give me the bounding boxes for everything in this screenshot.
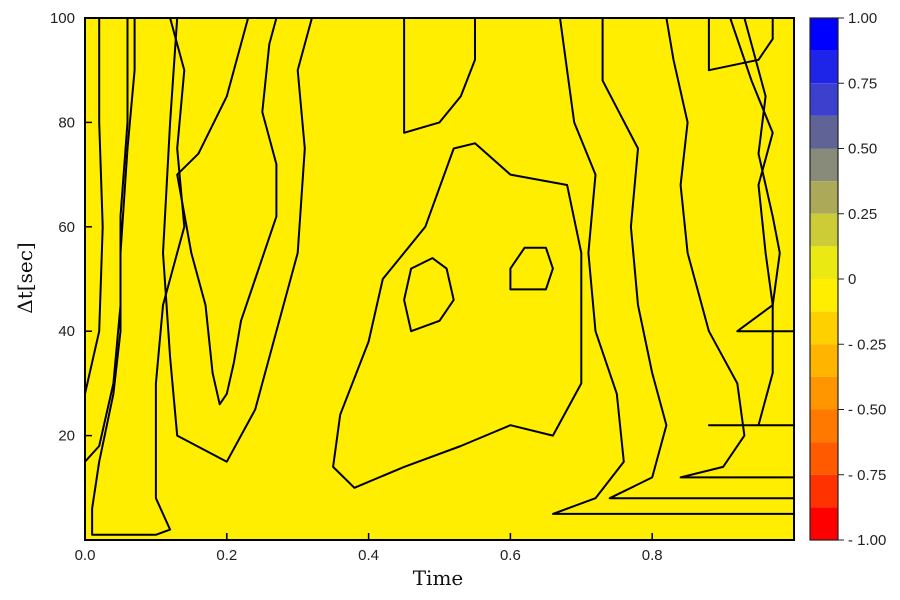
- contour-region-top-center-orange: [403, 18, 476, 134]
- colorbar-swatch-9: [810, 311, 838, 345]
- contour-region-center-left-light: [162, 18, 313, 463]
- y-tick-label: 100: [50, 10, 75, 27]
- colorbar-swatch-7: [810, 246, 838, 279]
- contour-region-right-band-deeper: [665, 18, 794, 479]
- contour-region-right-band-red: [707, 18, 794, 427]
- colorbar-tick-label: - 1.00: [848, 532, 886, 549]
- colorbar-tick-label: - 0.50: [848, 402, 886, 419]
- contour-region-left-band-orange: [85, 18, 129, 463]
- y-tick-label: 80: [58, 114, 75, 131]
- x-tick-label: 0.2: [216, 547, 237, 564]
- colorbar-swatch-14: [810, 474, 838, 508]
- contour-region-center-olive: [509, 246, 554, 291]
- colorbar-swatch-5: [810, 181, 838, 214]
- contour-region-center-light: [332, 142, 583, 489]
- y-axis-label: Δt[sec]: [13, 242, 37, 313]
- colorbar-swatch-13: [810, 442, 838, 475]
- plot-frame: [84, 17, 795, 541]
- colorbar-swatch-3: [810, 115, 838, 149]
- colorbar-swatch-8: [810, 279, 838, 312]
- colorbar: 1.00 0.75 0.50 0.25 0 - 0.25 - 0.50 - 0.75 - 1.0…: [809, 10, 886, 549]
- plot-area: [85, 18, 794, 540]
- axes: 0.0 0.2 0.4 0.6 0.8 20 40 60 80 100: [50, 10, 795, 564]
- colorbar-swatch-4: [810, 148, 838, 182]
- y-tick-label: 40: [58, 323, 75, 340]
- contour-region-center-orange-patch: [403, 257, 455, 333]
- colorbar-swatch-11: [810, 376, 838, 410]
- colorbar-swatch-1: [810, 50, 838, 84]
- x-tick-label: 0.6: [500, 547, 521, 564]
- colorbar-swatch-10: [810, 344, 838, 377]
- colorbar-swatch-12: [810, 409, 838, 443]
- contour-region-right-band-orange: [551, 18, 794, 515]
- contour-region-center-left-olive: [176, 18, 278, 406]
- colorbar-tick-label: - 0.25: [848, 336, 886, 353]
- colorbar-tick-label: 0.25: [848, 206, 877, 223]
- contour-region-right-band-redder: [736, 18, 794, 333]
- contour-region-right-top-deep: [707, 18, 774, 72]
- colorbar-tick-label: 0.75: [848, 75, 877, 92]
- colorbar-tick-label: - 0.75: [848, 467, 886, 484]
- colorbar-tick-label: 1.00: [848, 10, 877, 27]
- x-tick-label: 0.0: [75, 547, 96, 564]
- x-tick-label: 0.8: [642, 547, 663, 564]
- colorbar-tick-label: 0: [848, 271, 856, 288]
- colorbar-swatch-2: [810, 83, 838, 116]
- colorbar-tick-label: 0.50: [848, 141, 877, 158]
- colorbar-swatch-6: [810, 213, 838, 247]
- x-axis-label: Time: [413, 566, 464, 590]
- colorbar-swatch-0: [810, 18, 838, 51]
- y-tick-label: 60: [58, 219, 75, 236]
- y-tick-label: 20: [58, 428, 75, 445]
- contour-region-left-band-dark: [85, 18, 104, 395]
- contour-region-right-band-dark: [601, 18, 794, 500]
- x-tick-label: 0.4: [358, 547, 379, 564]
- contour-region-left-band-light: [91, 18, 186, 536]
- colorbar-swatch-15: [810, 507, 838, 540]
- contour-region-background: [85, 18, 794, 540]
